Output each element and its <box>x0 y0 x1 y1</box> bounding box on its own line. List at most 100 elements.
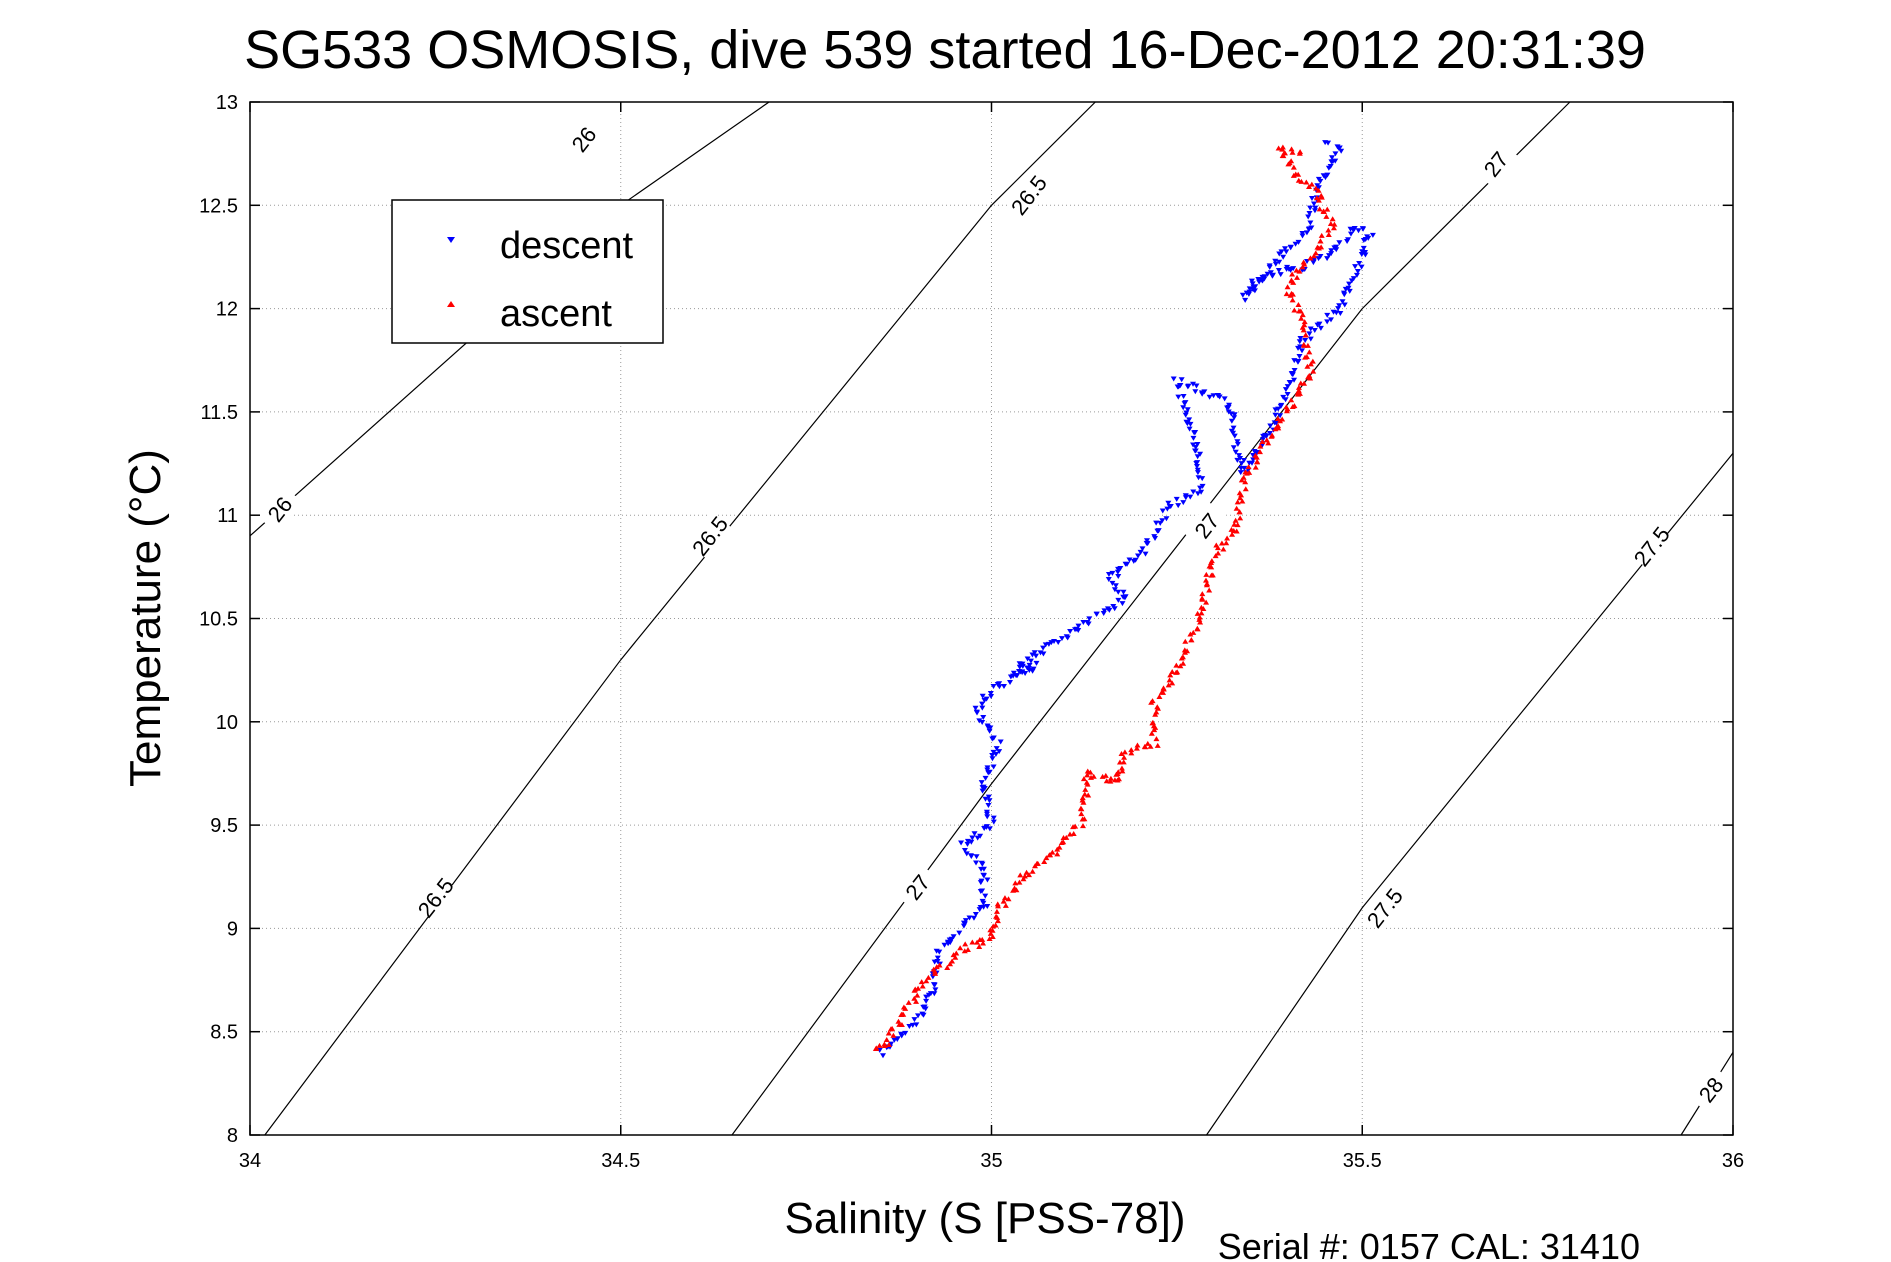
ascent-point <box>1234 522 1241 528</box>
ascent-point <box>1194 610 1201 616</box>
descent-point <box>950 934 957 940</box>
ascent-point <box>1299 324 1306 330</box>
descent-point <box>902 1030 909 1036</box>
ascent-point <box>1041 858 1048 864</box>
descent-point <box>906 1024 913 1030</box>
ascent-point <box>1232 517 1239 523</box>
descent-point <box>996 749 1003 755</box>
ascent-point <box>1173 662 1180 668</box>
descent-point <box>1307 205 1314 211</box>
descent-point <box>1086 616 1093 622</box>
ascent-point <box>925 974 932 980</box>
contour-label-bg <box>1628 522 1674 570</box>
ascent-point <box>957 945 964 951</box>
descent-point <box>1239 292 1246 298</box>
serial-cal-footer: Serial #: 0157 CAL: 31410 <box>1218 1226 1640 1262</box>
descent-point <box>1339 299 1346 305</box>
descent-point <box>1187 421 1194 427</box>
descent-point <box>1201 389 1208 395</box>
descent-point <box>915 1013 922 1019</box>
descent-point <box>1143 540 1150 546</box>
descent-point <box>1111 587 1118 593</box>
descent-point <box>1190 381 1197 387</box>
descent-point <box>1277 272 1284 278</box>
descent-point <box>1063 634 1070 640</box>
ascent-point <box>1169 668 1176 674</box>
descent-point <box>1230 425 1237 431</box>
descent-point <box>1165 500 1172 506</box>
ascent-point <box>1289 291 1296 297</box>
descent-point <box>1336 240 1343 246</box>
ascent-point <box>1283 291 1290 297</box>
ascent-point <box>1082 786 1089 792</box>
descent-point <box>976 718 983 724</box>
descent-point <box>987 691 994 697</box>
descent-point <box>1338 148 1345 154</box>
descent-point <box>1192 448 1199 454</box>
descent-point <box>1332 151 1339 157</box>
ascent-point <box>1196 614 1203 620</box>
descent-point <box>982 775 989 781</box>
ascent-point <box>1079 823 1086 829</box>
descent-point <box>996 681 1003 687</box>
descent-point <box>1353 272 1360 278</box>
descent-point <box>973 709 980 715</box>
ascent-point <box>964 947 971 953</box>
descent-point <box>1251 449 1258 455</box>
ascent-point <box>1107 778 1114 784</box>
descent-point <box>1332 158 1339 164</box>
descent-point <box>1291 367 1298 373</box>
descent-point <box>969 835 976 841</box>
descent-point <box>1093 611 1100 617</box>
ascent-point <box>1190 629 1197 635</box>
ascent-point <box>980 940 987 946</box>
ascent-point <box>1209 572 1216 578</box>
descent-point <box>1310 260 1317 266</box>
descent-point <box>1180 500 1187 506</box>
descent-point <box>966 915 973 921</box>
descent-point <box>1267 423 1274 429</box>
descent-point <box>931 959 938 965</box>
ascent-point <box>1236 509 1243 515</box>
ascent-point <box>1324 206 1331 212</box>
ascent-point <box>1291 403 1298 409</box>
descent-point <box>1238 461 1245 467</box>
ascent-point <box>1203 571 1210 577</box>
descent-point <box>1324 312 1331 318</box>
legend-ascent-marker <box>447 301 455 307</box>
ascent-point <box>1246 469 1253 475</box>
ascent-point <box>1265 440 1272 446</box>
descent-point <box>968 839 975 845</box>
ascent-point <box>953 950 960 956</box>
y-tick-label: 10.5 <box>199 609 238 631</box>
descent-point <box>1259 278 1266 284</box>
ascent-point <box>1081 816 1088 822</box>
ascent-point <box>1147 743 1154 749</box>
ascent-point <box>1259 439 1266 445</box>
descent-point <box>984 904 991 910</box>
descent-point <box>1317 325 1324 331</box>
ascent-point <box>1114 770 1121 776</box>
ascent-point <box>1206 587 1213 593</box>
chart-title: SG533 OSMOSIS, dive 539 started 16-Dec-2… <box>244 20 1646 80</box>
ascent-point <box>1023 869 1030 875</box>
descent-point <box>1182 412 1189 418</box>
descent-point <box>1278 249 1285 255</box>
ascent-point <box>1077 805 1084 811</box>
descent-point <box>1333 247 1340 253</box>
ascent-point <box>1208 564 1215 570</box>
ascent-point <box>1252 452 1259 458</box>
contour-label-bg <box>257 485 303 533</box>
descent-point <box>986 728 993 734</box>
ascent-point <box>913 998 920 1004</box>
descent-point <box>986 798 993 804</box>
ascent-point <box>1325 227 1332 233</box>
descent-point <box>1084 620 1091 626</box>
descent-point <box>1055 640 1062 646</box>
ascent-point <box>1166 677 1173 683</box>
descent-point <box>1190 435 1197 441</box>
ascent-point <box>1295 384 1302 390</box>
descent-point <box>1306 331 1313 337</box>
ascent-point <box>1223 540 1230 546</box>
descent-point <box>1033 660 1040 666</box>
